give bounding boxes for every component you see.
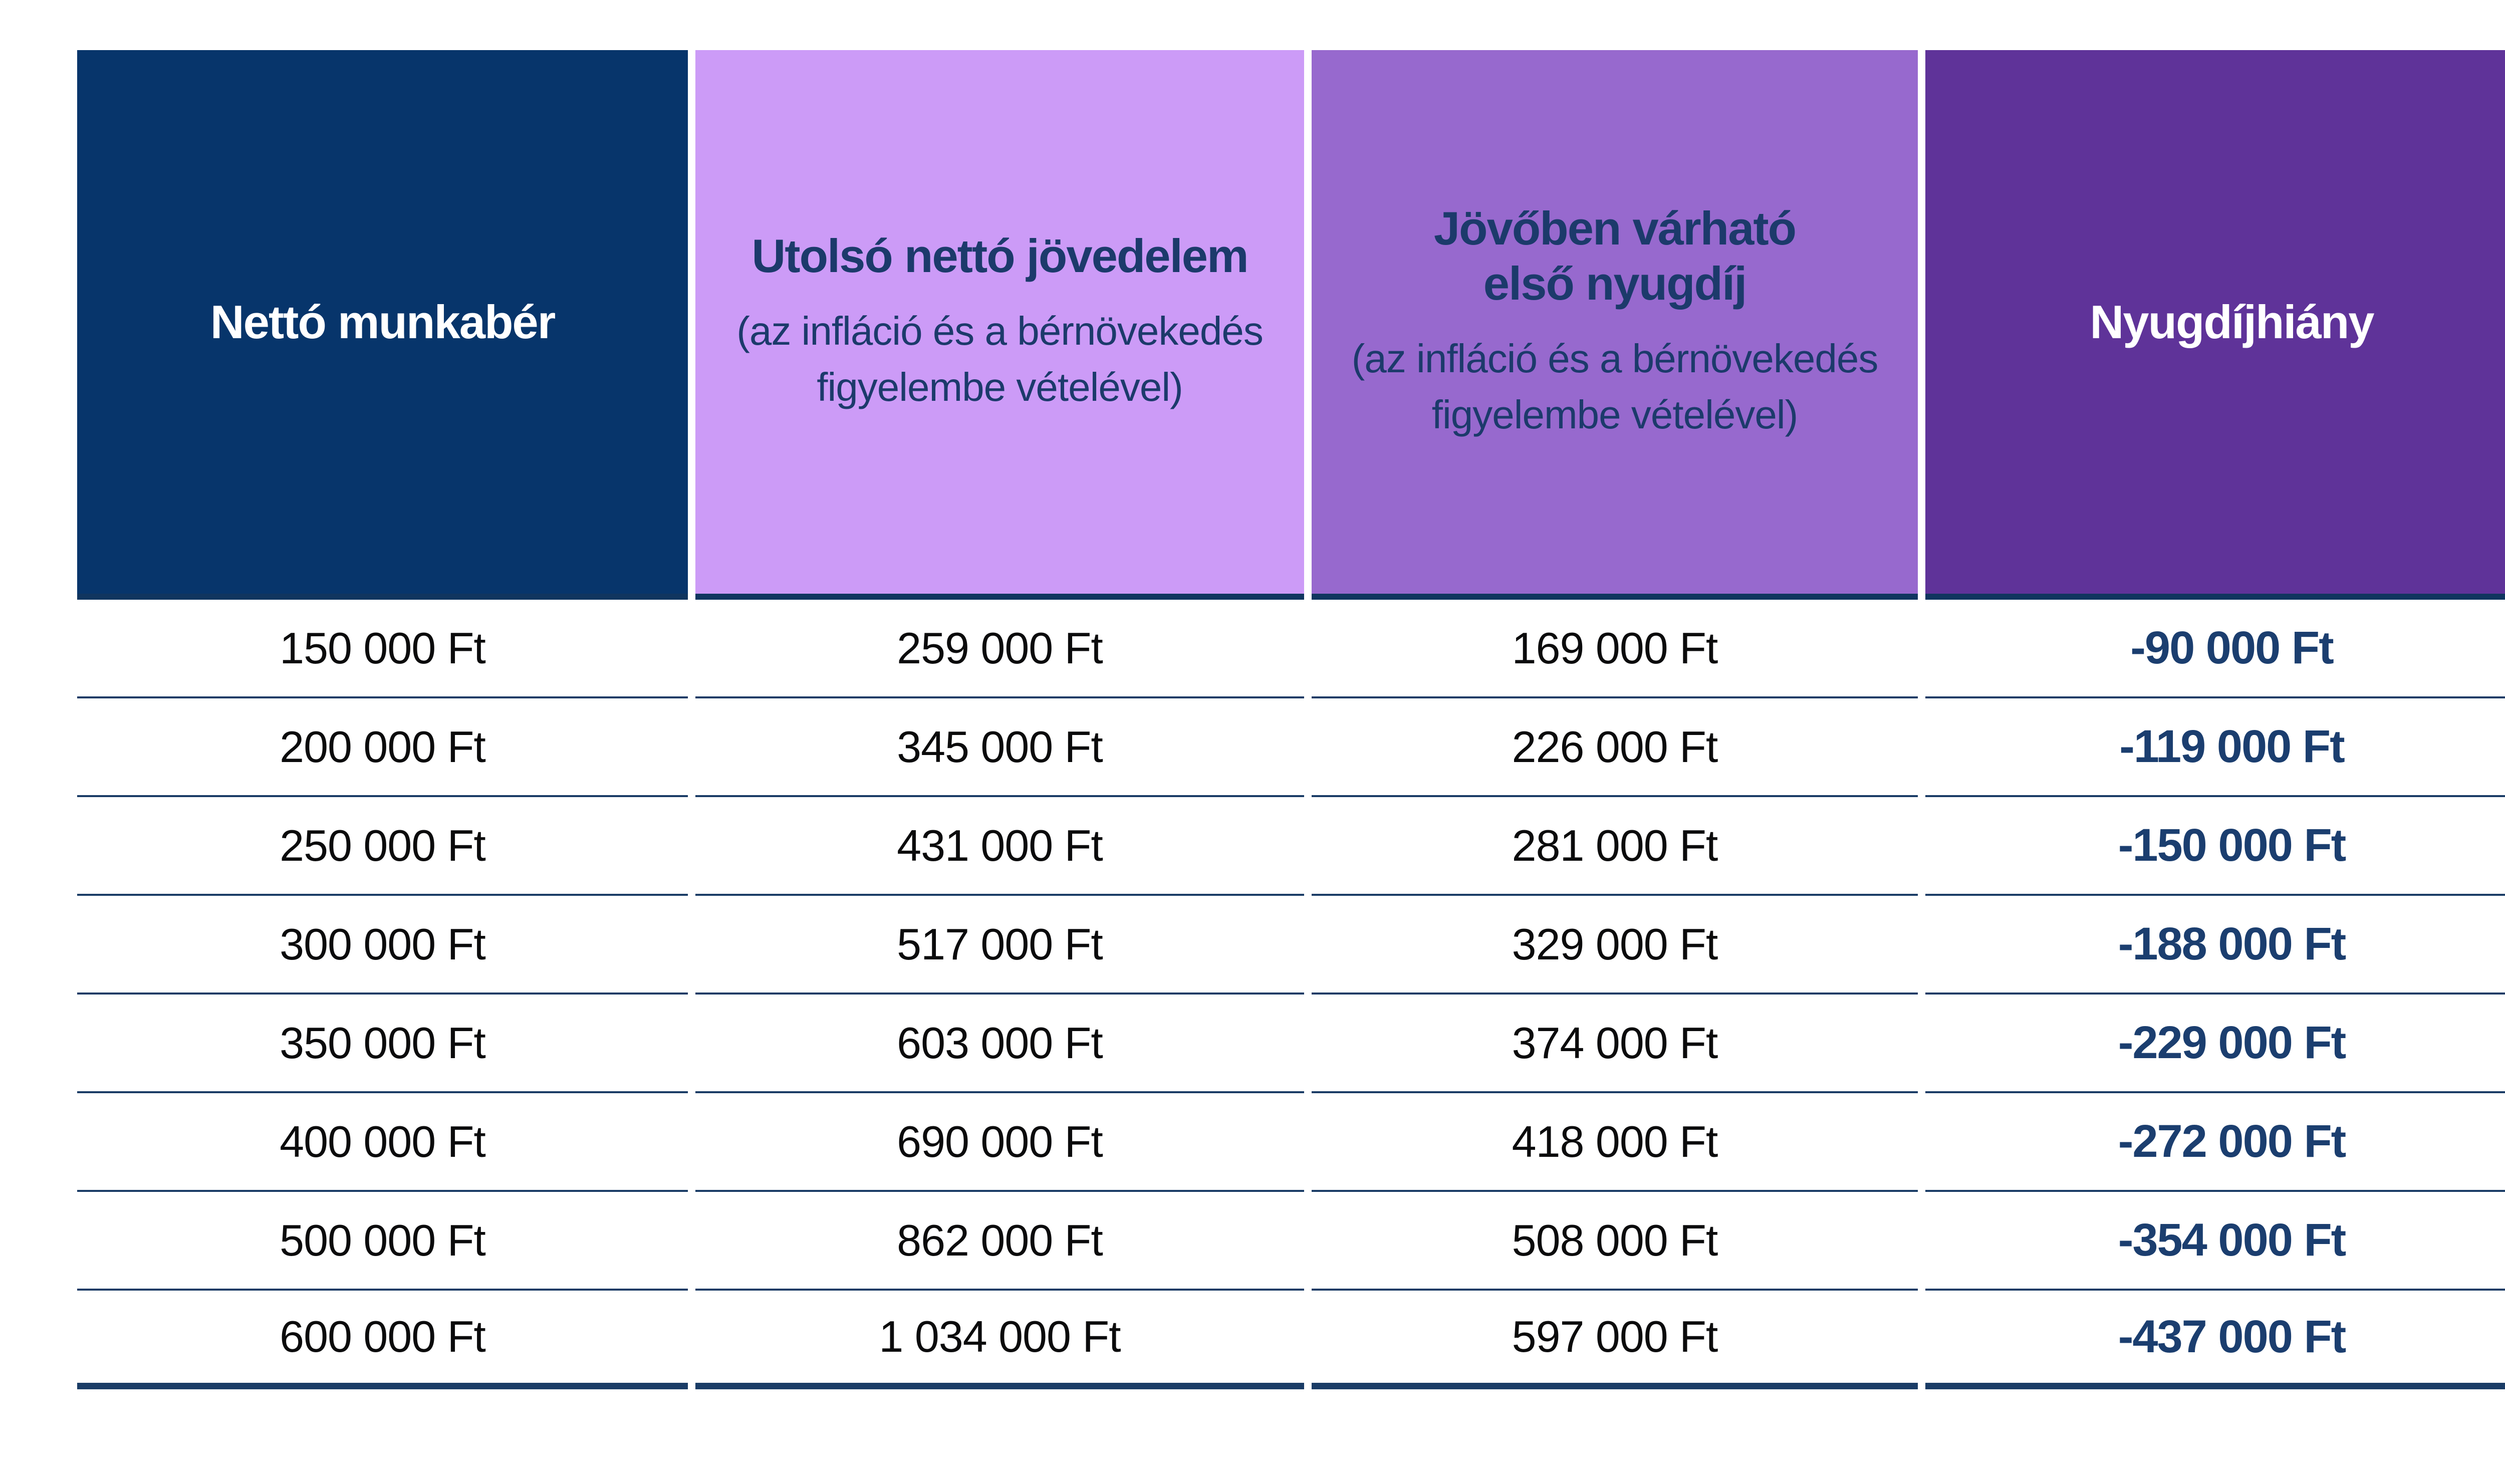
header-title: Jövőben várható első nyugdíj	[1433, 202, 1797, 310]
table-cell-nyugdijhiany: -150 000 Ft	[1925, 797, 2505, 896]
table-cell-jovoben-varhato-elso-nyugdij: 597 000 Ft	[1312, 1291, 1918, 1389]
table-cell-jovoben-varhato-elso-nyugdij: 418 000 Ft	[1312, 1093, 1918, 1192]
header-netto-munkaber: Nettó munkabér	[77, 50, 688, 600]
table-cell-netto-munkaber: 250 000 Ft	[77, 797, 688, 896]
table-cell-nyugdijhiany: -90 000 Ft	[1925, 600, 2505, 698]
header-subtitle: (az infláció és a bérnövekedés figyelemb…	[736, 309, 1264, 410]
header-jovoben-varhato-elso-nyugdij: Jövőben várható első nyugdíj (az infláci…	[1312, 50, 1918, 600]
table-cell-netto-munkaber: 400 000 Ft	[77, 1093, 688, 1192]
table-cell-jovoben-varhato-elso-nyugdij: 226 000 Ft	[1312, 698, 1918, 797]
header-title: Utolsó nettó jövedelem	[752, 229, 1248, 282]
table-cell-jovoben-varhato-elso-nyugdij: 329 000 Ft	[1312, 896, 1918, 995]
table-cell-utolso-netto-jovedelem: 259 000 Ft	[695, 600, 1304, 698]
table-cell-jovoben-varhato-elso-nyugdij: 374 000 Ft	[1312, 995, 1918, 1093]
table-cell-utolso-netto-jovedelem: 1 034 000 Ft	[695, 1291, 1304, 1389]
header-nyugdijhiany: Nyugdíjhiány	[1925, 50, 2505, 600]
table-cell-utolso-netto-jovedelem: 345 000 Ft	[695, 698, 1304, 797]
pension-table: Nettó munkabér Utolsó nettó jövedelem (a…	[77, 50, 2505, 1389]
header-title: Nettó munkabér	[210, 295, 556, 348]
table-cell-jovoben-varhato-elso-nyugdij: 169 000 Ft	[1312, 600, 1918, 698]
table-cell-nyugdijhiany: -119 000 Ft	[1925, 698, 2505, 797]
table-cell-utolso-netto-jovedelem: 431 000 Ft	[695, 797, 1304, 896]
header-title: Nyugdíjhiány	[2090, 295, 2374, 348]
table-cell-netto-munkaber: 150 000 Ft	[77, 600, 688, 698]
table-cell-nyugdijhiany: -272 000 Ft	[1925, 1093, 2505, 1192]
table-cell-netto-munkaber: 500 000 Ft	[77, 1192, 688, 1291]
table-cell-nyugdijhiany: -188 000 Ft	[1925, 896, 2505, 995]
table-cell-netto-munkaber: 600 000 Ft	[77, 1291, 688, 1389]
table-cell-jovoben-varhato-elso-nyugdij: 508 000 Ft	[1312, 1192, 1918, 1291]
table-cell-utolso-netto-jovedelem: 517 000 Ft	[695, 896, 1304, 995]
table-cell-netto-munkaber: 350 000 Ft	[77, 995, 688, 1093]
header-utolso-netto-jovedelem: Utolsó nettó jövedelem (az infláció és a…	[695, 50, 1304, 600]
table-cell-nyugdijhiany: -437 000 Ft	[1925, 1291, 2505, 1389]
table-cell-utolso-netto-jovedelem: 690 000 Ft	[695, 1093, 1304, 1192]
table-cell-nyugdijhiany: -229 000 Ft	[1925, 995, 2505, 1093]
table-cell-utolso-netto-jovedelem: 862 000 Ft	[695, 1192, 1304, 1291]
table-cell-netto-munkaber: 300 000 Ft	[77, 896, 688, 995]
header-subtitle: (az infláció és a bérnövekedés figyelemb…	[1351, 336, 1879, 437]
table-cell-netto-munkaber: 200 000 Ft	[77, 698, 688, 797]
table-cell-utolso-netto-jovedelem: 603 000 Ft	[695, 995, 1304, 1093]
table-cell-jovoben-varhato-elso-nyugdij: 281 000 Ft	[1312, 797, 1918, 896]
table-cell-nyugdijhiany: -354 000 Ft	[1925, 1192, 2505, 1291]
